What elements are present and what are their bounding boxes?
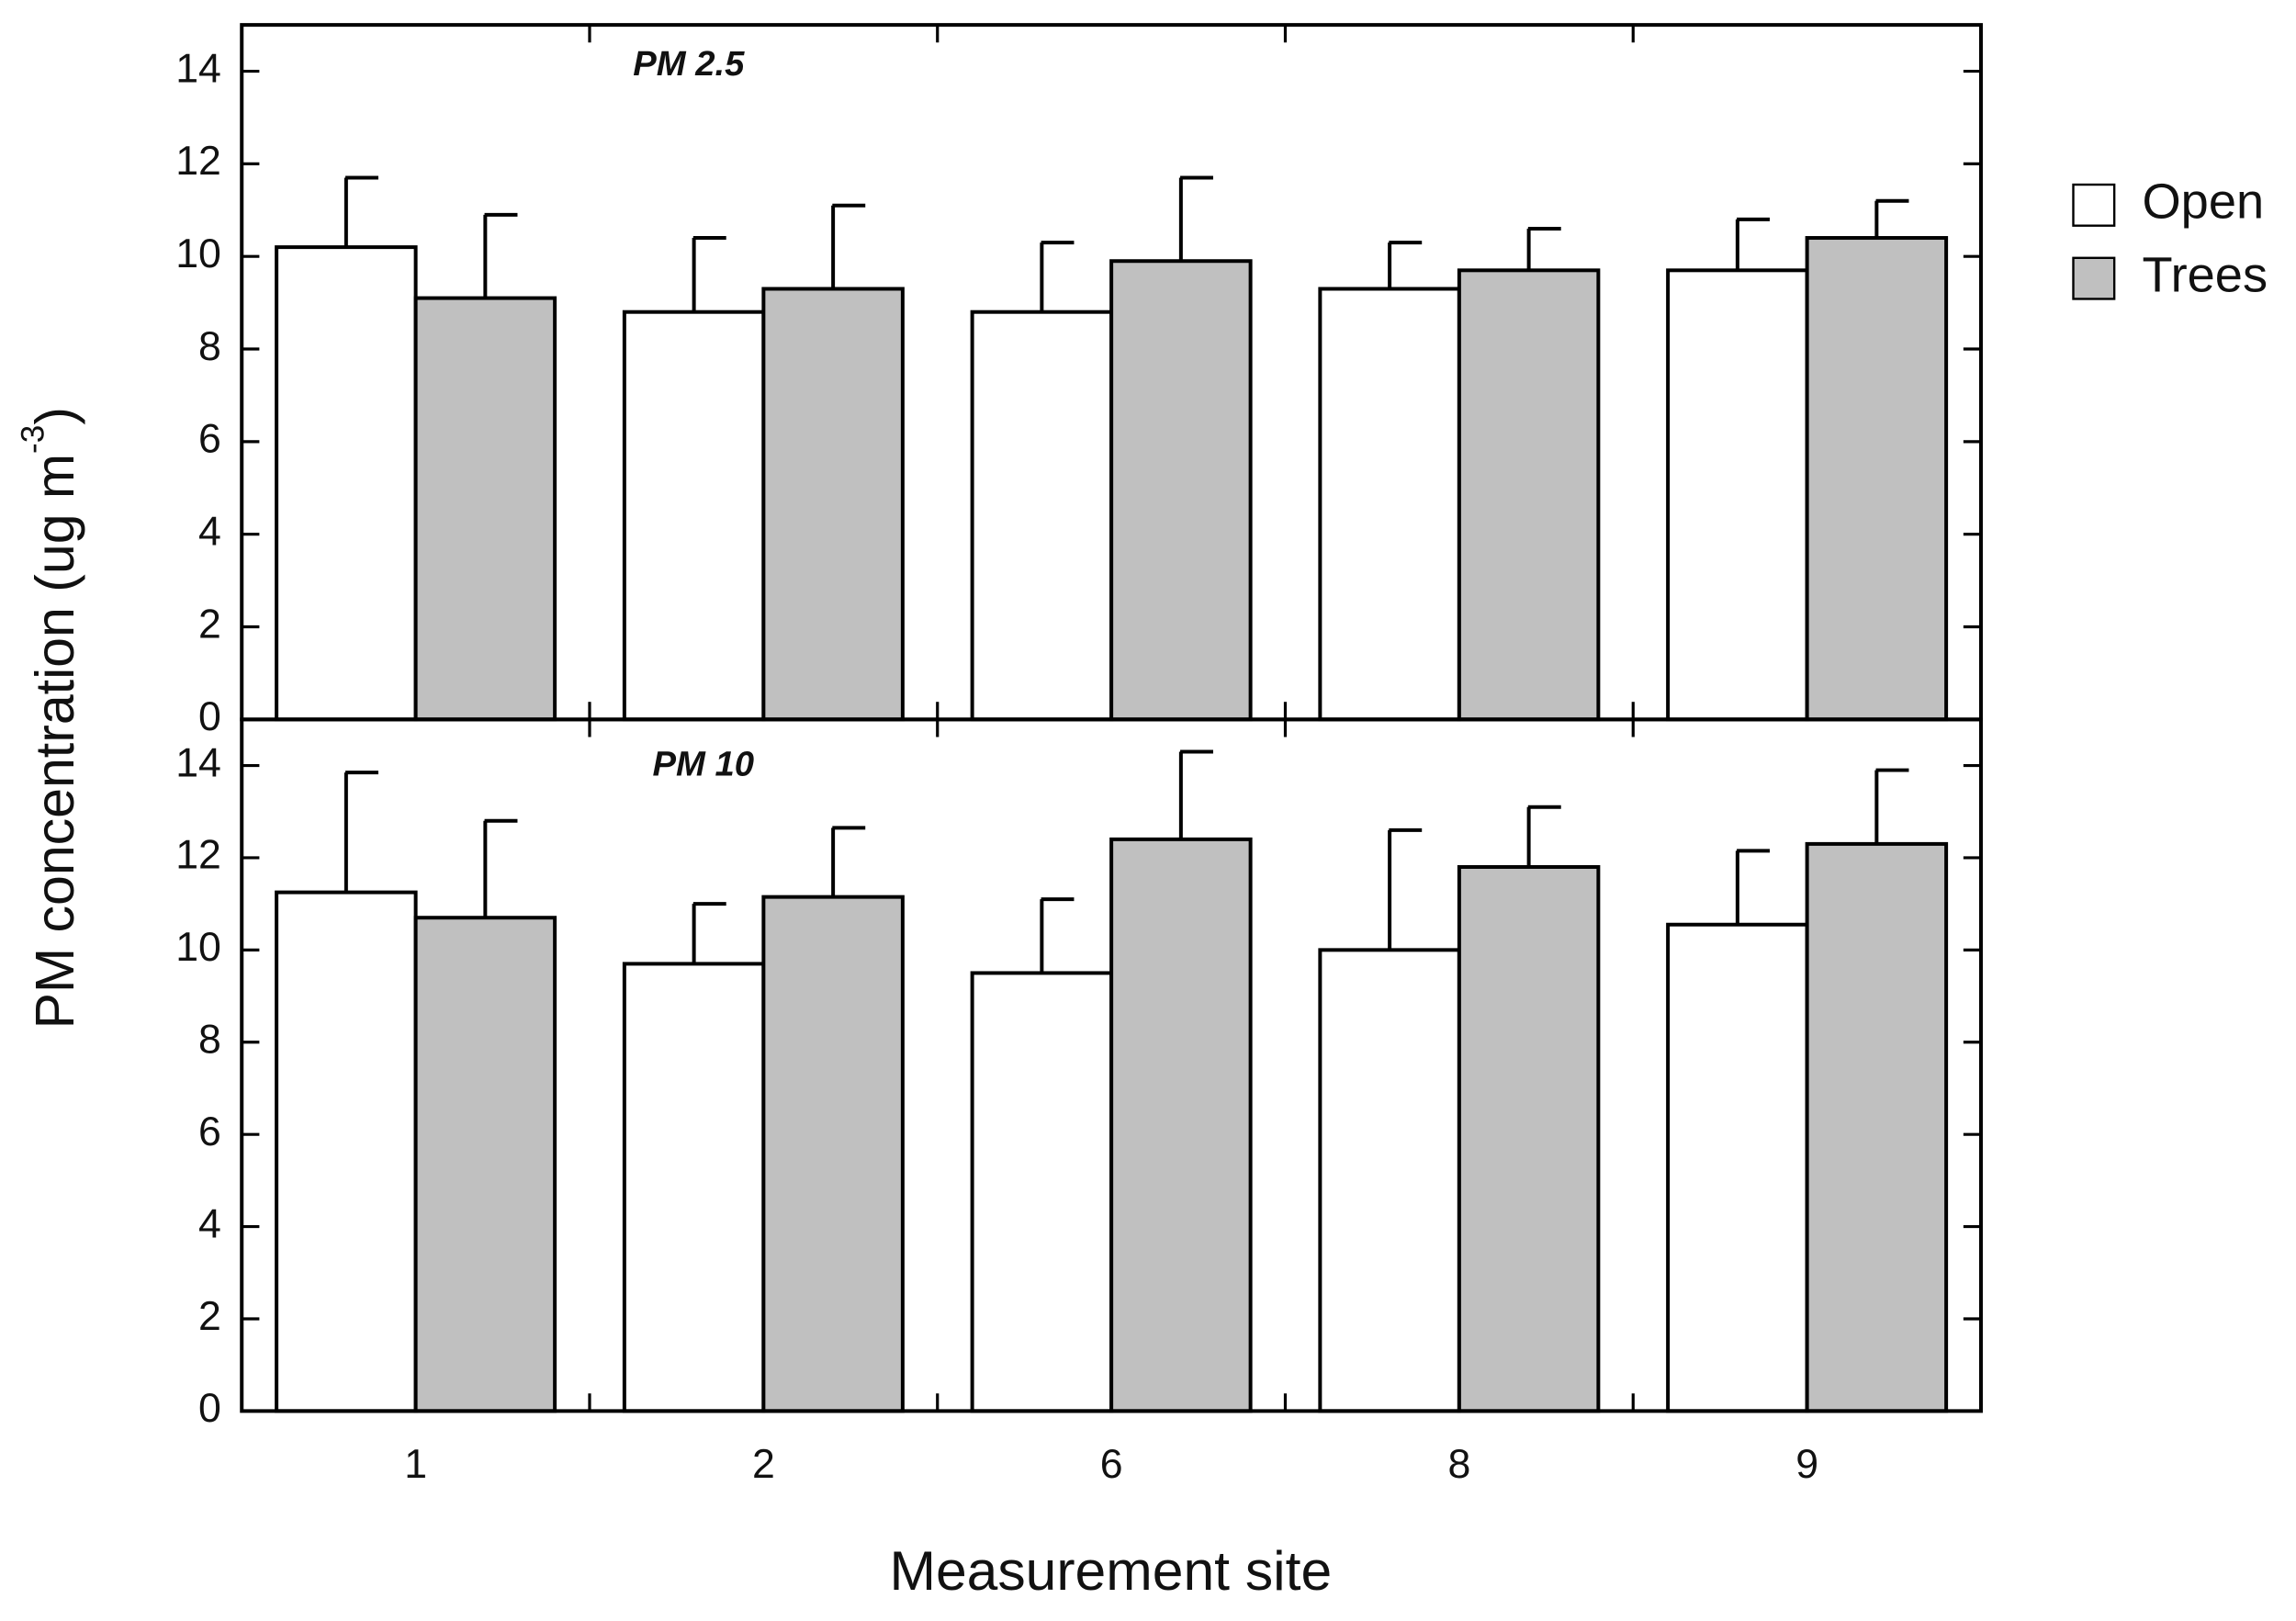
y-tick-label: 2 [198,1294,221,1339]
bar [622,310,766,722]
bar [413,916,557,1413]
bar [1318,287,1461,722]
bar [1318,948,1461,1413]
bar [1457,864,1601,1413]
bar [622,962,766,1413]
bar [275,245,418,722]
legend-swatch [2072,256,2116,300]
bar [970,310,1114,722]
x-axis-label: Measurement site [889,1539,1332,1602]
y-tick-label: 12 [175,833,221,878]
bar [1666,268,1809,722]
y-tick-label: 10 [175,231,221,276]
y-tick-label: 8 [198,1018,221,1063]
y-tick-label: 0 [198,1386,221,1431]
bar [1109,259,1253,722]
bar [761,287,905,722]
bar [1805,236,1949,722]
x-tick-label: 2 [752,1442,775,1487]
legend-label: Open [2142,174,2264,230]
bar [1457,268,1601,722]
panel-title: PM 2.5 [633,44,745,84]
bar [275,890,418,1413]
y-tick-label: 6 [198,417,221,462]
x-tick-label: 1 [404,1442,427,1487]
y-tick-label: 4 [198,509,221,554]
y-tick-label: 12 [175,139,221,184]
bar [1805,841,1949,1413]
panel-title: PM 10 [652,745,754,784]
y-tick-label: 14 [175,740,221,785]
y-axis-label-sup: -3 [16,425,51,454]
x-tick-label: 6 [1100,1442,1123,1487]
bar [761,895,905,1413]
legend-swatch [2072,183,2116,227]
bar [1109,837,1253,1413]
y-tick-label: 4 [198,1201,221,1246]
bar [413,296,557,722]
plot-frame [240,717,1983,1413]
y-axis-label-text: PM concentration (ug m [24,454,84,1030]
bar [1666,922,1809,1413]
x-tick-label: 8 [1447,1442,1470,1487]
legend-label: Trees [2142,247,2268,302]
y-tick-label: 10 [175,925,221,970]
bar [970,971,1114,1413]
y-tick-label: 0 [198,694,221,739]
y-tick-label: 14 [175,46,221,91]
y-axis-label-end: ) [24,407,84,425]
y-axis-label: PM concentration (ug m-3) [16,407,85,1029]
y-tick-label: 6 [198,1109,221,1154]
x-tick-label: 9 [1795,1442,1818,1487]
y-tick-label: 8 [198,324,221,369]
y-tick-label: 2 [198,602,221,647]
